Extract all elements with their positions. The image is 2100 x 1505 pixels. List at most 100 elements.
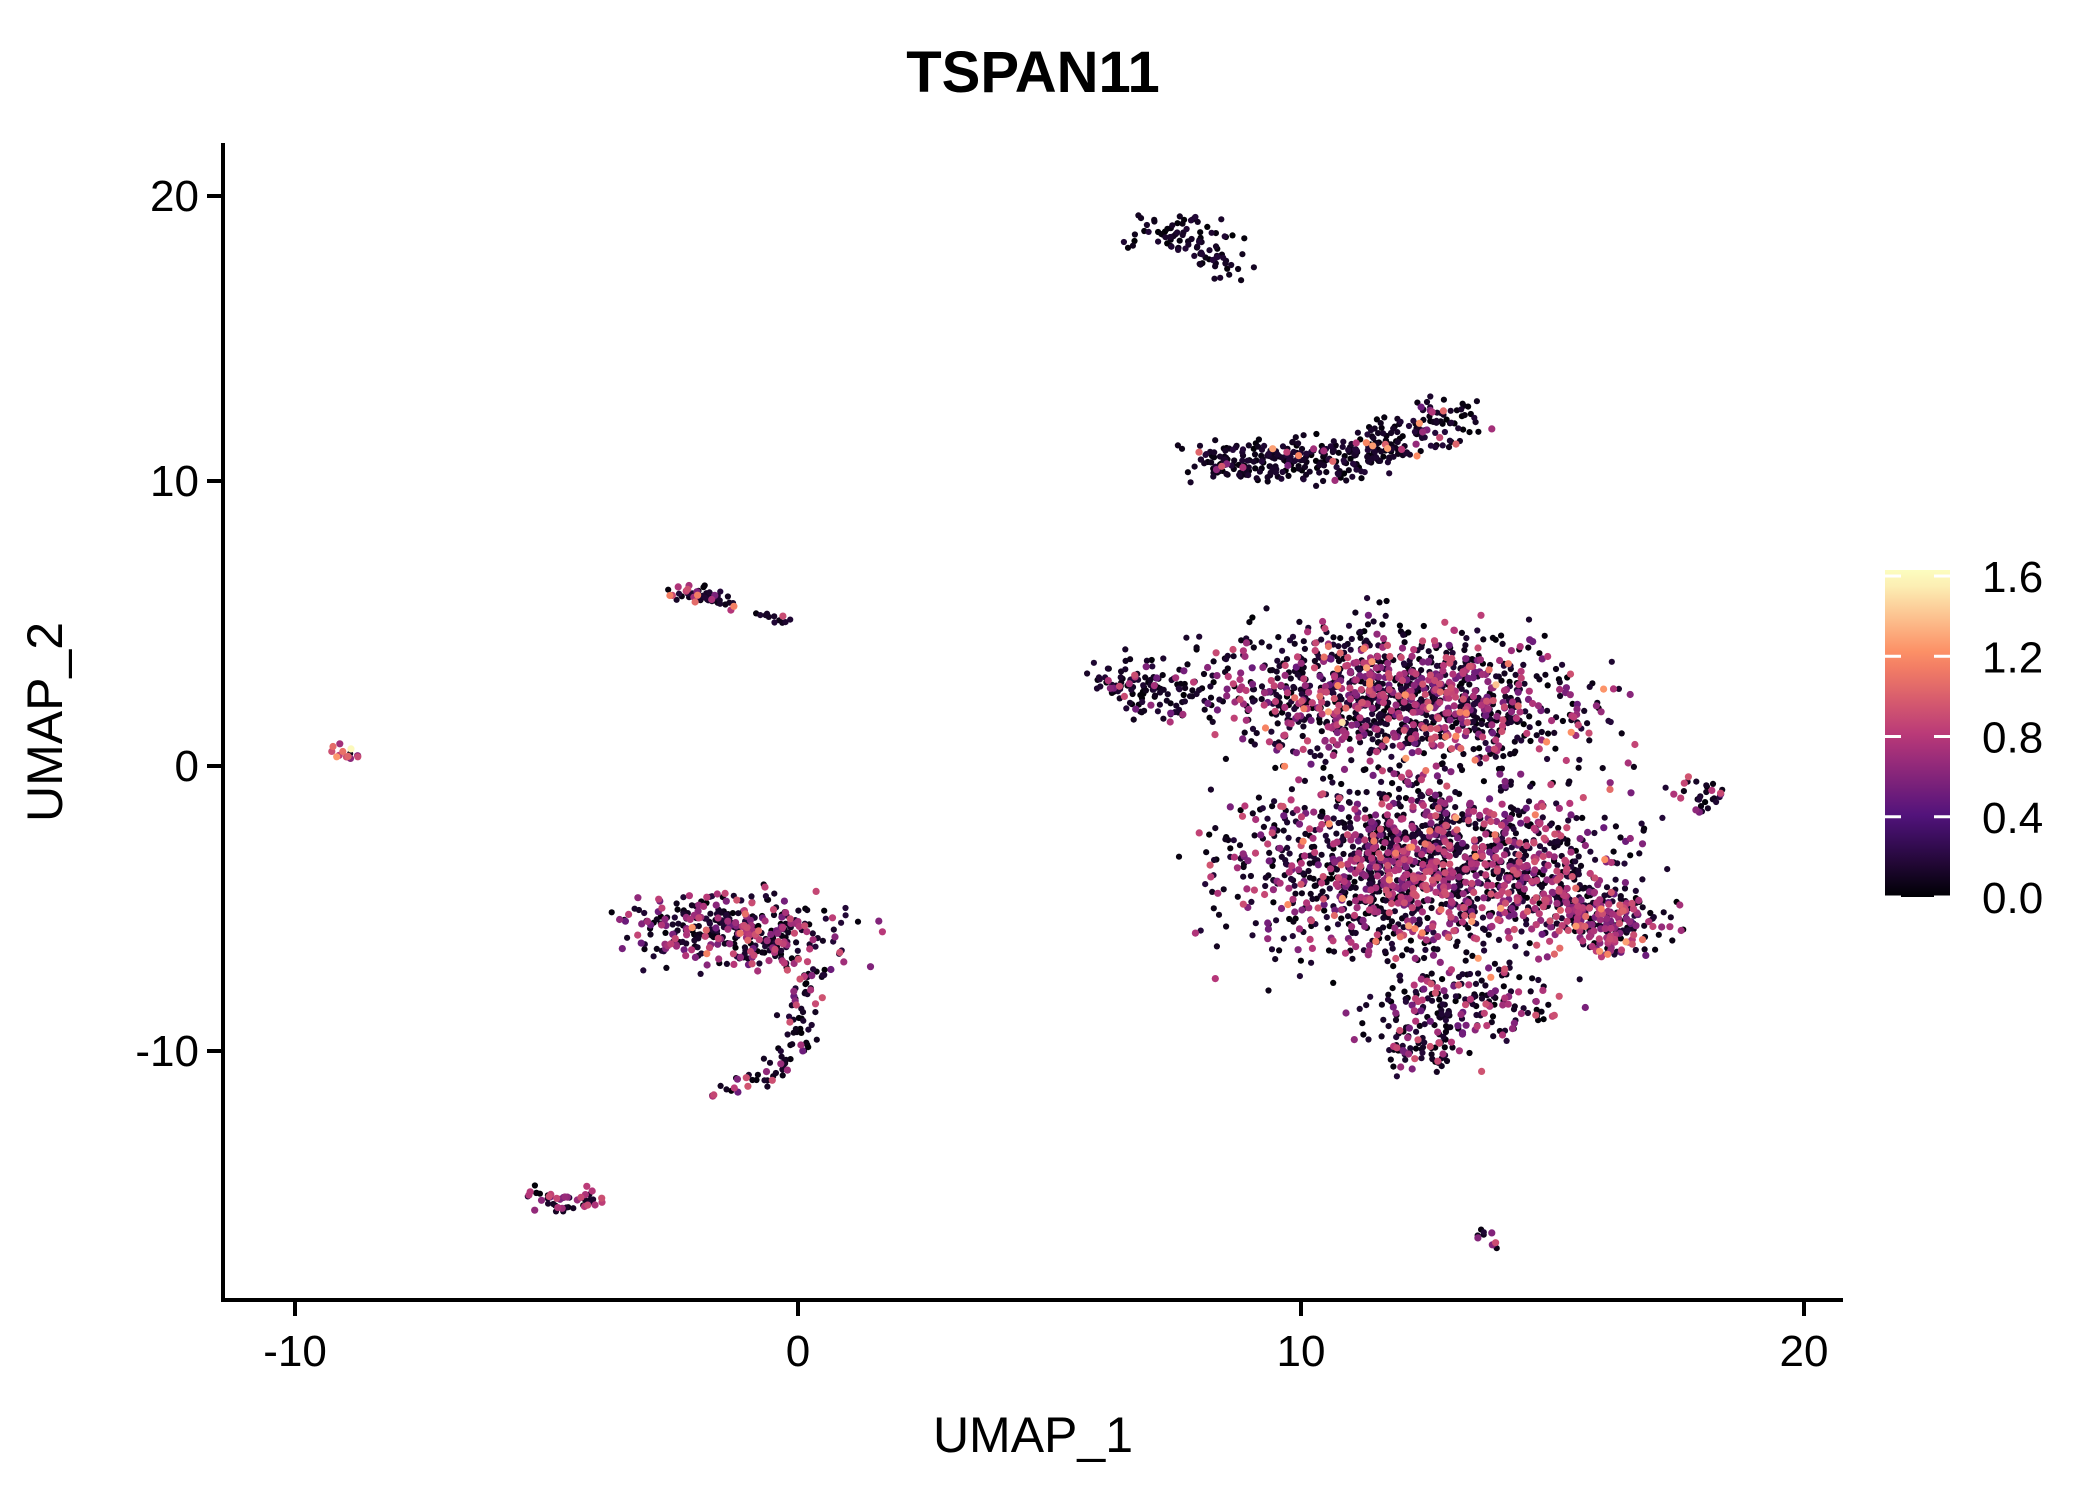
data-point <box>1474 627 1481 634</box>
data-point <box>1352 439 1360 447</box>
data-point <box>1409 884 1417 893</box>
data-point <box>1163 697 1170 704</box>
data-point <box>1420 985 1428 993</box>
data-point <box>1462 957 1469 964</box>
data-point <box>1563 824 1571 832</box>
data-point <box>1341 824 1349 831</box>
data-point <box>1414 997 1422 1006</box>
data-point <box>650 953 657 960</box>
data-point <box>1481 860 1489 868</box>
data-point <box>1600 685 1608 693</box>
data-point <box>1531 866 1539 874</box>
data-point <box>1196 260 1203 268</box>
data-point <box>1351 878 1358 885</box>
data-point <box>1316 692 1324 700</box>
data-point <box>1429 1055 1436 1063</box>
data-point <box>1422 868 1430 876</box>
data-point <box>788 955 796 962</box>
data-point <box>1360 1031 1367 1038</box>
data-point <box>1413 1028 1420 1035</box>
data-point <box>1529 699 1537 708</box>
data-point <box>1396 741 1404 750</box>
data-point <box>1390 425 1397 432</box>
data-point <box>1507 647 1515 655</box>
data-point <box>1318 820 1326 829</box>
data-point <box>1523 921 1530 928</box>
data-point <box>1191 252 1198 259</box>
data-point <box>794 947 801 954</box>
data-point <box>1460 903 1468 912</box>
data-point <box>631 905 638 912</box>
data-point <box>1382 897 1389 904</box>
data-point <box>1164 691 1171 698</box>
data-point <box>1547 923 1555 931</box>
data-point <box>1414 1036 1422 1044</box>
data-point <box>755 936 763 944</box>
data-point <box>780 897 789 905</box>
data-point <box>1385 909 1393 917</box>
data-point <box>1145 228 1152 235</box>
data-point <box>1279 443 1287 450</box>
data-point <box>545 1200 552 1207</box>
data-point <box>1410 646 1418 654</box>
data-point <box>1476 811 1484 820</box>
data-point <box>1316 469 1323 476</box>
data-point <box>1224 673 1232 681</box>
data-point <box>1500 753 1507 760</box>
data-point <box>1281 671 1289 680</box>
data-point <box>1295 820 1304 828</box>
data-point <box>1250 458 1257 465</box>
data-point <box>721 940 728 947</box>
data-point <box>1351 446 1359 453</box>
data-point <box>1479 733 1487 741</box>
data-point <box>733 1075 742 1083</box>
data-point <box>1378 1001 1385 1008</box>
data-point <box>1380 876 1388 885</box>
data-point <box>1493 712 1501 721</box>
data-point <box>1610 848 1617 855</box>
data-point <box>1276 844 1284 852</box>
y-tick-label: 20 <box>150 172 199 221</box>
data-point <box>1264 840 1272 848</box>
data-point <box>1473 398 1480 405</box>
data-point <box>1376 831 1384 839</box>
data-point <box>1482 1000 1490 1008</box>
data-point <box>1290 448 1297 455</box>
data-point <box>1321 682 1329 691</box>
data-point <box>1510 1006 1518 1013</box>
data-point <box>1298 890 1305 897</box>
data-point <box>1621 860 1628 867</box>
data-point <box>1218 216 1225 223</box>
data-point <box>1222 447 1229 454</box>
data-point <box>1508 698 1517 706</box>
data-point <box>1452 789 1459 796</box>
data-point <box>1445 444 1453 451</box>
data-point <box>1528 878 1536 886</box>
data-point <box>1533 732 1540 739</box>
data-point <box>1300 476 1307 483</box>
data-point <box>1582 912 1590 921</box>
data-point <box>1335 470 1342 478</box>
data-point <box>1222 836 1229 843</box>
data-point <box>1439 1050 1447 1058</box>
data-point <box>1606 935 1614 943</box>
data-point <box>1436 996 1443 1003</box>
data-point <box>1210 905 1217 912</box>
data-point <box>1452 998 1459 1005</box>
data-point <box>1120 692 1128 701</box>
data-point <box>1389 985 1396 992</box>
data-point <box>1490 1033 1497 1040</box>
data-point <box>1484 705 1492 713</box>
data-point <box>1434 874 1442 882</box>
data-point <box>1239 850 1247 858</box>
data-point <box>1320 775 1327 782</box>
data-point <box>1212 649 1220 657</box>
data-point <box>1159 672 1166 679</box>
data-point <box>1264 919 1272 927</box>
data-point <box>748 899 756 907</box>
data-point <box>1576 976 1583 983</box>
data-point <box>1193 690 1200 698</box>
data-point <box>1408 1001 1416 1009</box>
data-point <box>667 940 675 948</box>
data-point <box>1344 913 1352 920</box>
